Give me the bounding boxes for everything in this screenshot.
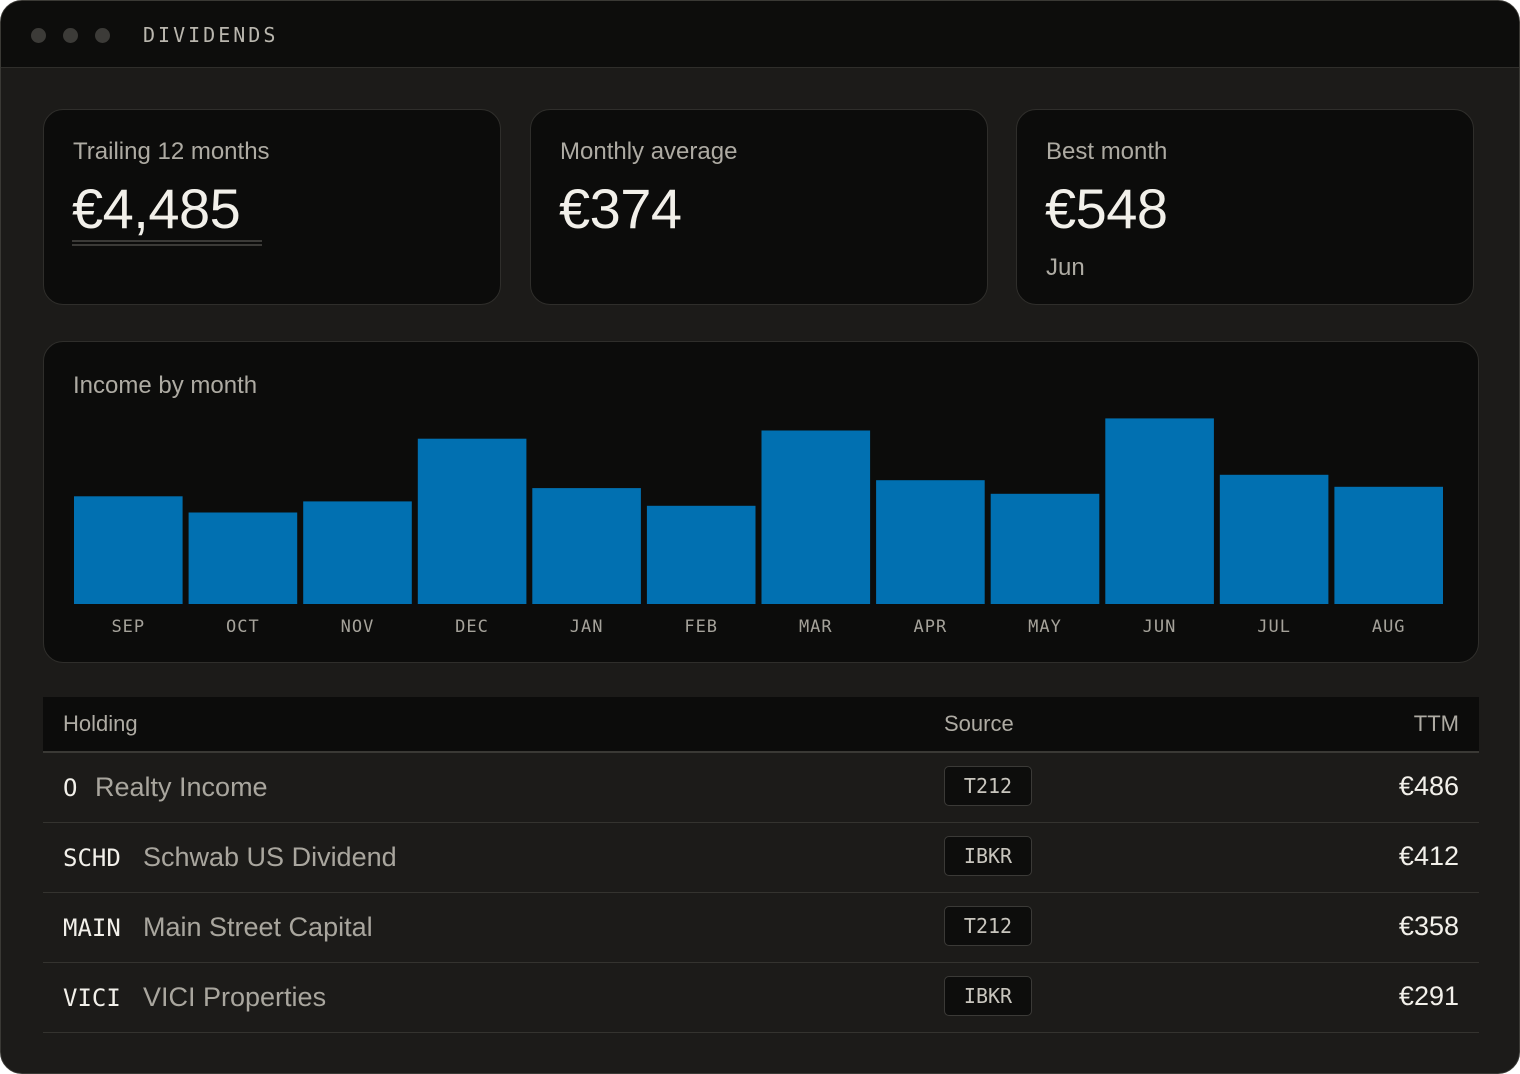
holding-ttm: €358 [1398,911,1459,941]
tick-label-jan: JAN [570,617,604,637]
stat-card-trailing: Trailing 12 months €4,485 [43,109,501,305]
table-row[interactable]: VICI VICI Properties IBKR €291 [43,962,1479,1033]
holding-ticker: MAIN [63,914,121,942]
stat-sub: Jun [1046,254,1085,281]
header-source[interactable]: Source [944,711,1014,736]
stat-label: Monthly average [560,138,738,165]
bar-oct[interactable] [188,512,298,605]
stat-value: €548 [1045,177,1168,240]
stat-label: Best month [1046,138,1168,165]
stat-card-monthly-average: Monthly average €374 [530,109,988,305]
tick-label-feb: FEB [684,617,718,637]
window-zoom-button[interactable] [95,28,110,43]
table-row[interactable]: SCHD Schwab US Dividend IBKR €412 [43,822,1479,893]
holding-ticker: VICI [63,984,121,1012]
holding-name: VICI Properties [143,982,327,1012]
tick-label-aug: AUG [1372,617,1406,637]
table-row[interactable]: O Realty Income T212 €486 [43,752,1479,823]
bar-jul[interactable] [1219,474,1329,604]
bar-mar[interactable] [761,430,871,605]
tick-label-oct: OCT [226,617,260,637]
table-row[interactable]: MAIN Main Street Capital T212 €358 [43,892,1479,963]
holding-name: Schwab US Dividend [143,842,397,872]
tick-label-jun: JUN [1143,617,1177,637]
bar-sep[interactable] [74,496,183,604]
bar-apr[interactable] [876,480,985,604]
tick-label-apr: APR [914,617,948,637]
tick-label-dec: DEC [455,617,489,637]
tick-label-mar: MAR [799,617,833,637]
header-ttm[interactable]: TTM [1413,711,1459,736]
holding-name: Main Street Capital [143,912,373,942]
holding-ttm: €486 [1398,771,1459,801]
window-close-button[interactable] [31,28,46,43]
bar-jun[interactable] [1105,418,1214,604]
holding-ticker: SCHD [63,844,121,872]
window-minimize-button[interactable] [63,28,78,43]
source-badge: T212 [944,906,1032,946]
title-bar: DIVIDENDS [1,1,1519,68]
holding-ttm: €291 [1398,981,1459,1011]
header-holding[interactable]: Holding [63,711,138,736]
source-badge: T212 [944,766,1032,806]
tick-label-nov: NOV [341,617,375,637]
holding-name: Realty Income [95,772,268,802]
bar-dec[interactable] [417,438,527,604]
bar-may[interactable] [990,493,1100,604]
tick-label-jul: JUL [1257,617,1291,637]
tick-label-sep: SEP [111,617,145,637]
bar-jan[interactable] [532,488,641,604]
table-header: Holding Source TTM [43,697,1479,753]
stat-value: €4,485 [72,177,241,240]
bar-feb[interactable] [646,505,756,604]
source-badge: IBKR [944,976,1032,1016]
income-chart-card: Income by month SEP OCT NOV DEC JAN FEB MAR APR… [43,341,1479,663]
source-badge: IBKR [944,836,1032,876]
window-title: DIVIDENDS [143,23,279,47]
bar-nov[interactable] [303,501,412,604]
stat-value: €374 [559,177,682,240]
tick-label-may: MAY [1028,617,1062,637]
stat-card-best-month: Best month €548 Jun [1016,109,1474,305]
holding-ticker: O [63,774,78,802]
income-bar-chart: SEP OCT NOV DEC JAN FEB MAR APR MAY JUN JUL AUG [74,418,1443,637]
stat-label: Trailing 12 months [73,138,270,165]
value-underline [72,240,262,246]
holding-ttm: €412 [1398,841,1459,871]
bar-aug[interactable] [1334,486,1443,604]
chart-title: Income by month [73,372,258,399]
